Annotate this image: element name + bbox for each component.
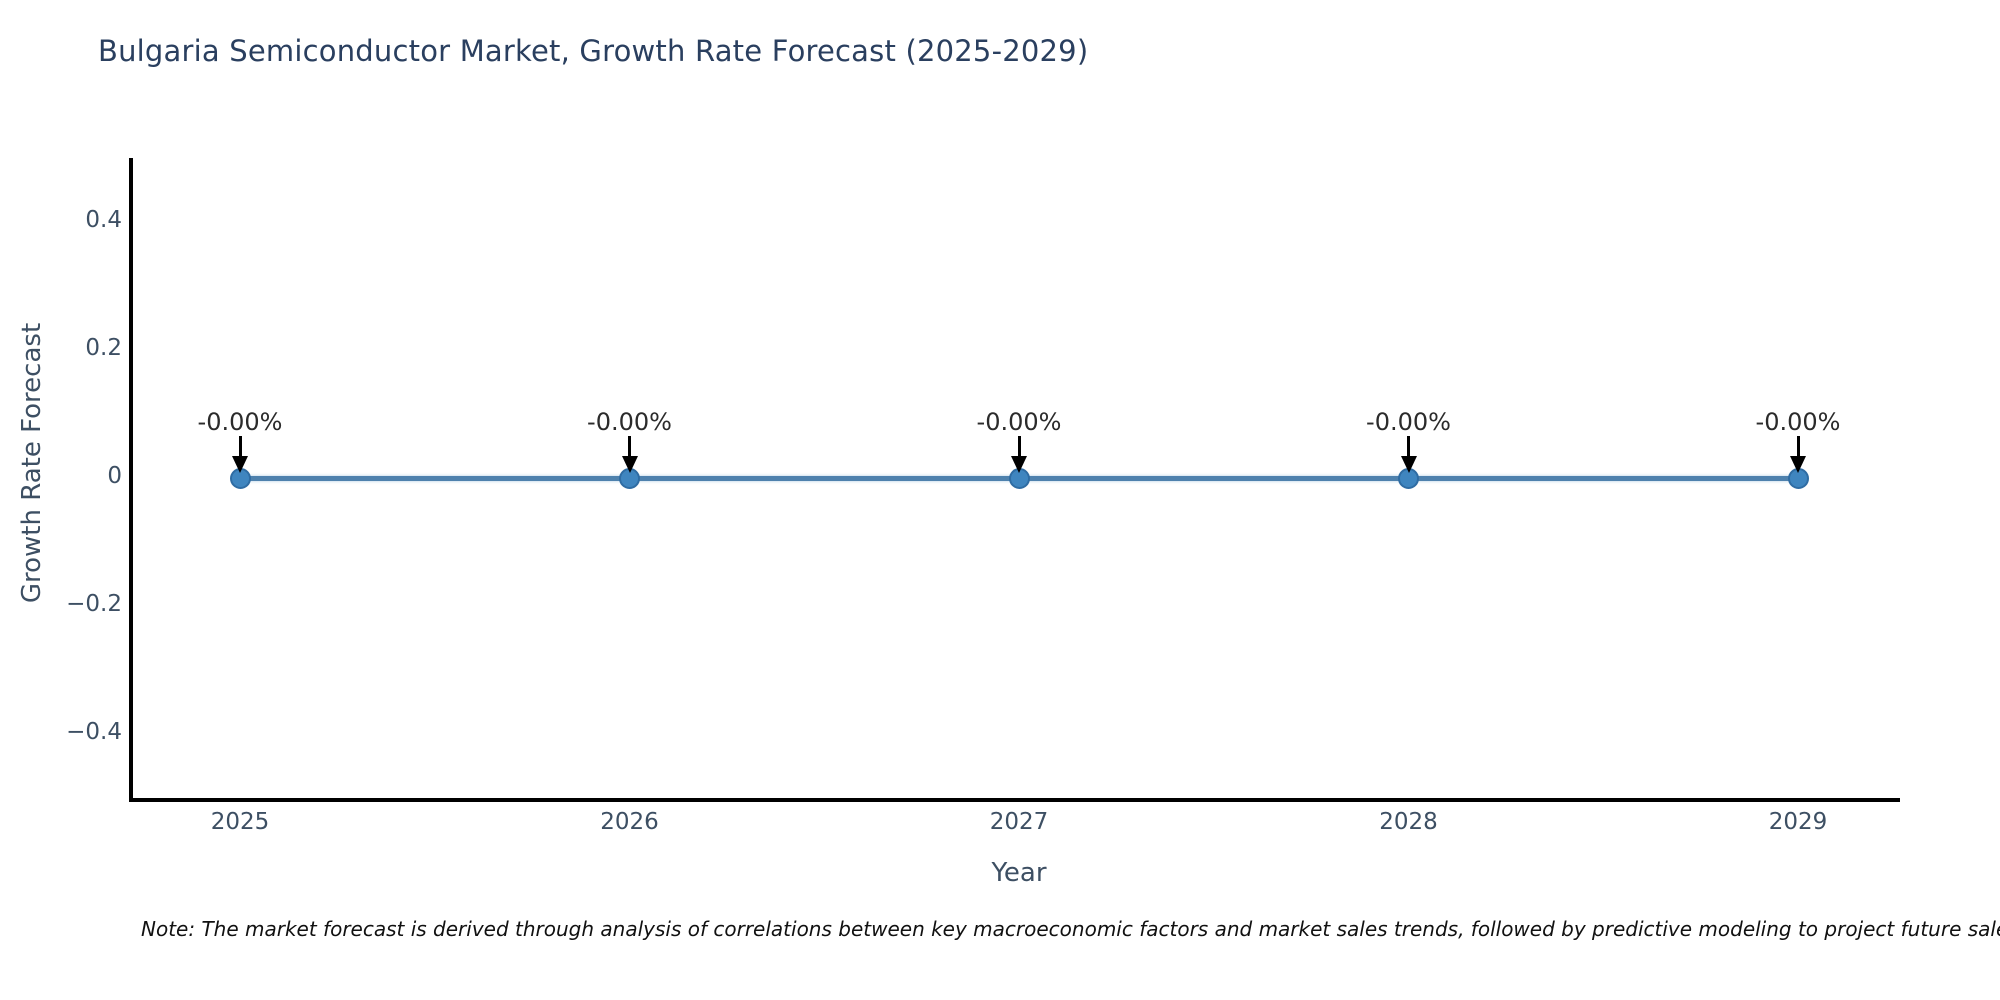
x-tick-label: 2026	[600, 809, 659, 835]
annotation-arrow	[1407, 436, 1410, 458]
annotation-arrow	[1796, 436, 1800, 458]
annotation-arrowhead	[1011, 456, 1027, 473]
chart-title: Bulgaria Semiconductor Market, Growth Ra…	[98, 34, 1089, 68]
annotation-arrowhead	[1400, 456, 1417, 473]
annotation-arrow	[1017, 436, 1021, 458]
x-tick-label: 2028	[1379, 809, 1438, 835]
y-axis-line	[129, 158, 133, 802]
annotation-arrowhead	[1790, 456, 1806, 473]
annotation-label: -0.00%	[197, 408, 283, 436]
annotation-arrow	[628, 436, 631, 458]
annotation-label: -0.00%	[587, 408, 672, 436]
annotation-label: -0.00%	[1366, 408, 1451, 436]
footnote: Note: The market forecast is derived thr…	[141, 917, 2000, 941]
annotation-arrowhead	[232, 456, 248, 473]
annotation-arrow	[238, 436, 242, 458]
x-tick-label: 2027	[989, 809, 1049, 835]
y-tick-label: −0.2	[66, 591, 122, 617]
y-tick-label: 0.2	[85, 335, 122, 361]
x-axis-line	[129, 798, 1900, 802]
y-tick-label: 0	[107, 463, 122, 489]
x-tick-label: 2025	[210, 809, 270, 835]
y-tick-label: −0.4	[66, 719, 122, 745]
annotation-label: -0.00%	[1755, 408, 1841, 436]
x-tick-label: 2029	[1768, 809, 1828, 835]
annotation-arrowhead	[621, 456, 638, 473]
x-axis-title: Year	[991, 858, 1047, 888]
y-tick-label: 0.4	[85, 207, 122, 233]
annotation-label: -0.00%	[976, 408, 1062, 436]
